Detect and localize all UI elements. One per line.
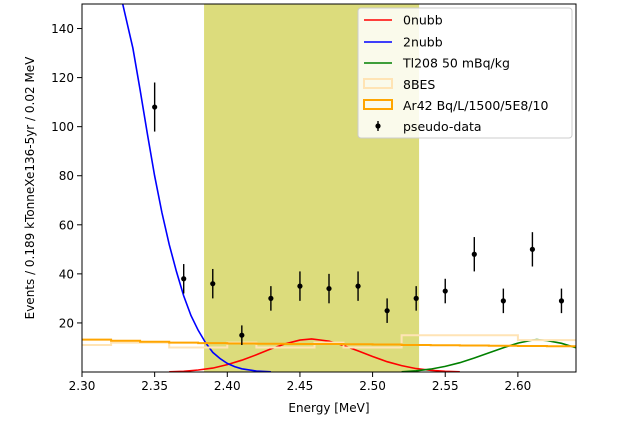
y-tick-label: 20: [59, 316, 74, 330]
x-axis-ticks: 2.30 2.35 2.40 2.45 2.50 2.55 2.60: [69, 372, 532, 393]
x-tick-label: 2.30: [69, 379, 96, 393]
x-axis-label: Energy [MeV]: [288, 401, 369, 415]
data-point: [529, 246, 536, 252]
data-point: [297, 283, 303, 289]
x-tick-label: 2.40: [214, 379, 241, 393]
series-line-0nubb: [169, 338, 460, 372]
x-tick-label: 2.55: [432, 379, 459, 393]
legend-label-8bes: 8BES: [403, 77, 435, 92]
data-point: [181, 276, 187, 282]
data-point: [326, 285, 332, 292]
data-point: [268, 295, 274, 301]
data-point: [413, 295, 419, 301]
data-point: [239, 332, 245, 338]
axes-frame: [81, 3, 577, 373]
legend-swatch-pseudo-data-marker: [375, 123, 381, 129]
y-tick-label: 60: [59, 218, 74, 232]
x-tick-label: 2.50: [359, 379, 386, 393]
y-tick-label: 40: [59, 267, 74, 281]
data-point: [471, 251, 477, 257]
data-point: [500, 298, 506, 304]
legend-label-pseudo-data: pseudo-data: [403, 119, 482, 134]
x-tick-label: 2.45: [287, 379, 314, 393]
legend-swatch-ar42: [363, 99, 393, 110]
data-point: [558, 298, 565, 304]
legend-box: [357, 7, 573, 139]
x-tick-label: 2.60: [505, 379, 532, 393]
data-point: [384, 308, 390, 314]
y-tick-label: 100: [51, 120, 74, 134]
y-tick-label: 120: [51, 71, 74, 85]
data-point: [442, 288, 448, 294]
legend-label-2nubb: 2nubb: [403, 35, 443, 50]
data-point: [355, 283, 361, 289]
legend: 0nubb 2nubb Tl208 50 mBq/kg 8BES Ar42 Bq…: [357, 7, 573, 139]
series-line-2nubb: [121, 4, 271, 372]
y-tick-label: 80: [59, 169, 74, 183]
data-points-layer: [152, 82, 565, 346]
y-axis-ticks: 20 40 60 80 100 120 140: [51, 22, 82, 330]
y-axis-label: Events / 0.189 kTonneXe136-5yr / 0.02 Me…: [23, 56, 37, 320]
legend-swatch-8bes: [363, 78, 393, 89]
data-point: [210, 281, 216, 287]
x-tick-label: 2.35: [141, 379, 168, 393]
series-step-ar42-bq-l-1500-5e8-10: [82, 338, 576, 348]
series-layer: [82, 4, 576, 372]
legend-label-ar42: Ar42 Bq/L/1500/5E8/10: [403, 98, 548, 113]
legend-label-tl208: Tl208 50 mBq/kg: [402, 56, 510, 71]
data-point: [152, 104, 158, 110]
legend-label-0nubb: 0nubb: [403, 13, 443, 28]
y-tick-label: 140: [51, 22, 74, 36]
